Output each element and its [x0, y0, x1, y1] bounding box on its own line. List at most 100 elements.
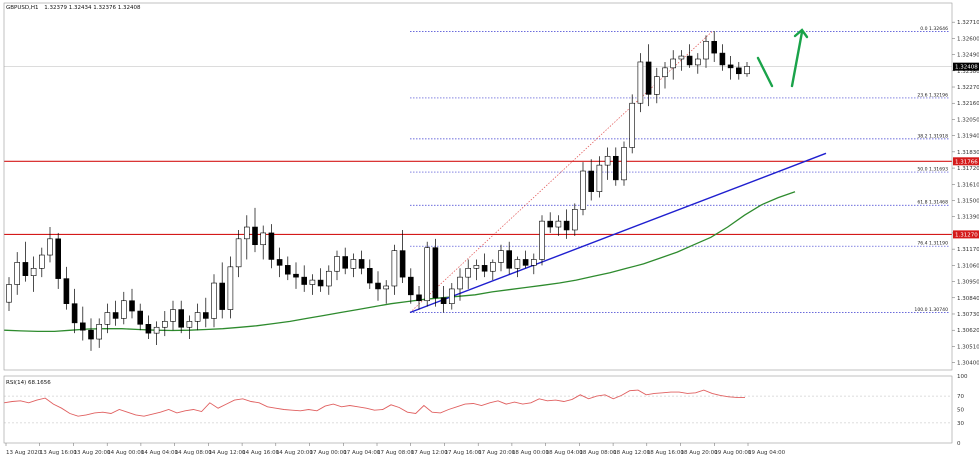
candle — [252, 207, 258, 253]
candle — [6, 277, 12, 312]
bull-candle-body — [153, 326, 160, 334]
candle — [465, 259, 472, 289]
y-tick-label: 1.30400 — [957, 361, 979, 367]
candle — [621, 141, 627, 186]
bear-candle-body — [80, 322, 86, 331]
candle — [325, 265, 332, 295]
candle — [498, 244, 504, 272]
y-tick-label: 1.32490 — [957, 53, 979, 59]
level-price-label: 1.31766 — [955, 159, 978, 165]
bull-candle-body — [38, 254, 45, 269]
x-tick-label: 13 Aug 20:00 — [73, 450, 111, 456]
x-tick-label: 17 Aug 04:00 — [343, 450, 381, 456]
bear-candle-body — [203, 312, 209, 319]
candle — [457, 268, 463, 301]
bear-candle-body — [317, 279, 324, 287]
axes: 1.32710 1.32600 1.32490 1.32380 1.32270 1.321… — [3, 2, 979, 456]
bullish-trendline — [409, 152, 827, 314]
candle — [637, 53, 644, 113]
bear-candle-body — [547, 220, 554, 228]
candle — [719, 44, 726, 71]
fib-label: 38.2 1.31918 — [917, 133, 948, 139]
bear-candle-body — [399, 250, 406, 278]
rsi-level-label: 50 — [957, 408, 964, 414]
y-tick-label: 1.31720 — [957, 166, 979, 172]
candle — [203, 297, 209, 328]
candle — [588, 159, 595, 201]
candle — [186, 315, 193, 340]
candle — [96, 318, 102, 348]
x-tick-label: 17 Aug 00:00 — [310, 450, 348, 456]
bull-candle-body — [227, 266, 234, 310]
price-frame — [3, 2, 953, 371]
candle — [612, 147, 619, 186]
candle — [121, 291, 127, 325]
bull-candle-body — [104, 312, 111, 325]
candle — [129, 288, 135, 319]
price-pane: 0.0 1.32646 23.6 1.32196 38.2 1.31918 50.0 … — [3, 26, 952, 351]
y-tick-label: 1.32160 — [957, 101, 979, 107]
candle — [276, 247, 283, 278]
bear-candle-body — [366, 268, 373, 284]
candle — [481, 253, 488, 278]
x-tick-label: 17 Aug 08:00 — [377, 450, 415, 456]
rsi-level-label: 100 — [957, 374, 968, 380]
bear-candle-body — [63, 278, 70, 304]
x-tick-label: 14 Aug 16:00 — [242, 450, 280, 456]
chart-header: GBPUSD,H1 1.32379 1.32434 1.32376 1.3240… — [6, 5, 141, 11]
bear-candle-body — [178, 309, 184, 328]
x-tick-label: 18 Aug 08:00 — [579, 450, 617, 456]
bull-candle-body — [489, 262, 496, 272]
bull-candle-body — [604, 155, 611, 166]
candle — [744, 61, 750, 77]
candle — [686, 44, 693, 68]
bear-candle-body — [112, 312, 119, 319]
bull-candle-body — [170, 309, 176, 322]
bull-candle-body — [473, 265, 480, 269]
bear-candle-body — [284, 265, 291, 275]
bull-candle-body — [448, 288, 455, 304]
forecast-arrowhead — [793, 28, 809, 39]
candle — [399, 229, 406, 284]
fib-label: 0.0 1.32646 — [920, 26, 948, 32]
bear-candle-body — [55, 238, 62, 279]
bear-candle-body — [268, 232, 275, 260]
bear-candle-body — [88, 329, 94, 340]
y-tick-label: 1.32600 — [957, 36, 979, 42]
bear-candle-body — [588, 170, 595, 192]
candle — [317, 268, 324, 292]
ohlc-readout: 1.32379 1.32434 1.32376 1.32408 — [44, 5, 141, 11]
bear-candle-body — [481, 265, 488, 272]
fib-label: 61.8 1.31468 — [917, 200, 948, 206]
candle — [260, 225, 267, 260]
x-tick-label: 13 Aug 2020 — [6, 450, 42, 456]
bear-candle-body — [145, 324, 152, 334]
bull-candle-body — [96, 324, 102, 340]
y-tick-label: 1.31610 — [957, 182, 979, 188]
candle — [55, 232, 62, 289]
candle — [580, 162, 586, 216]
candle — [71, 288, 78, 334]
x-tick-label: 14 Aug 00:00 — [107, 450, 145, 456]
current-price-label: 1.32408 — [955, 65, 978, 71]
candle — [711, 31, 718, 62]
fib-label: 100.0 1.30740 — [914, 307, 948, 313]
bear-candle-body — [137, 310, 143, 325]
level-price-box — [953, 230, 979, 239]
bull-candle-body — [498, 250, 504, 263]
candle — [448, 283, 455, 310]
candle — [268, 224, 275, 269]
candle — [80, 306, 86, 341]
y-tick-label: 1.31500 — [957, 199, 979, 205]
candle — [703, 35, 709, 68]
bear-candle-body — [645, 61, 652, 95]
candle — [293, 262, 299, 289]
candle — [366, 259, 373, 289]
bull-candle-body — [678, 55, 685, 60]
rsi-level-label: 70 — [957, 394, 964, 400]
bull-candle-body — [14, 262, 20, 285]
y-tick-label: 1.32050 — [957, 117, 979, 123]
y-tick-label: 1.32380 — [957, 69, 979, 75]
bear-candle-body — [711, 41, 718, 54]
y-tick-label: 1.31390 — [957, 215, 979, 221]
